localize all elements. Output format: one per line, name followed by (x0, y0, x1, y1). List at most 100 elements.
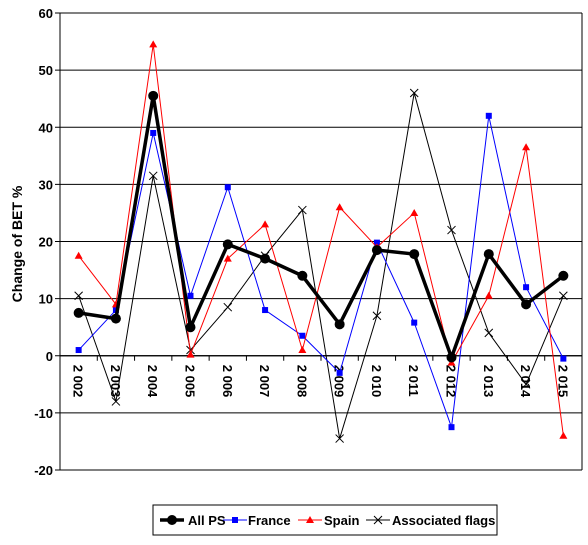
y-axis-label: Change of BET % (9, 185, 25, 302)
x-tick-label: 2 004 (145, 365, 160, 398)
data-point (111, 397, 121, 406)
x-tick-label: 2 015 (555, 365, 570, 398)
data-point (484, 291, 493, 299)
y-tick-label: 50 (39, 63, 53, 78)
data-point (223, 302, 233, 312)
y-tick-label: 10 (39, 292, 53, 307)
x-tick-label: 2 011 (406, 365, 421, 397)
x-tick-label: 2 014 (518, 365, 533, 398)
y-tick-label: 60 (39, 6, 53, 21)
data-point (560, 355, 567, 362)
data-point (335, 434, 344, 443)
x-tick-label: 2 013 (481, 365, 496, 398)
data-point (222, 239, 233, 250)
data-point (336, 369, 343, 376)
data-point (306, 516, 314, 523)
data-point (371, 245, 382, 256)
x-tick-label: 2 006 (220, 365, 235, 398)
data-point (484, 328, 494, 338)
data-point (260, 253, 271, 264)
data-point (447, 225, 456, 235)
x-tick-labels: 2 002 2 003 2 004 2 005 2 006 2 007 2 008 2 009… (71, 365, 571, 398)
legend-label: All PS (188, 513, 226, 528)
data-point (335, 203, 344, 211)
x-tick-label: 2 007 (257, 365, 272, 398)
gridlines (60, 12, 582, 471)
data-point (148, 90, 159, 101)
data-point (485, 112, 492, 119)
data-point (261, 220, 270, 228)
data-point (297, 270, 308, 281)
axes (55, 12, 583, 471)
data-point (372, 311, 382, 321)
data-point (299, 332, 306, 339)
legend-item: All PS (160, 513, 226, 528)
x-tick-label: 2 010 (369, 365, 384, 398)
data-point (521, 299, 532, 310)
data-point (167, 515, 177, 525)
data-point (262, 307, 269, 314)
x-tick-label: 2 003 (108, 365, 123, 398)
data-point (558, 270, 569, 281)
data-point (73, 307, 84, 318)
series-line (78, 92, 564, 440)
data-point (187, 292, 194, 299)
x-tick-label: 2 005 (183, 365, 198, 398)
legend-item: Spain (298, 513, 359, 528)
data-point (559, 431, 568, 439)
y-tick-label: 30 (39, 177, 53, 192)
data-point (410, 208, 419, 216)
legend-label: France (248, 513, 291, 528)
y-tick-label: 20 (39, 235, 53, 250)
series-all-ps (73, 90, 569, 363)
data-point (448, 424, 455, 431)
legend-item: France (223, 513, 291, 528)
y-tick-label: -10 (34, 406, 53, 421)
legend-label: Associated flags (392, 513, 495, 528)
data-point (334, 319, 345, 330)
data-point (298, 205, 307, 215)
series-line (78, 94, 565, 360)
data-point (521, 379, 531, 389)
legend-item: Associated flags (366, 513, 495, 528)
data-point (186, 350, 195, 358)
data-point (150, 129, 157, 136)
data-point (373, 515, 383, 525)
x-tick-label: 2 012 (444, 365, 459, 398)
x-tick-label: 2 008 (294, 365, 309, 398)
data-point (483, 249, 494, 260)
x-tick-label: 2 009 (332, 365, 347, 398)
data-point (232, 517, 238, 523)
series-line (78, 115, 564, 428)
data-point (298, 346, 307, 354)
x-tick-label: 2 002 (71, 365, 86, 398)
legend-box (152, 504, 498, 536)
legend: All PS France Spain Associated flags (152, 504, 498, 536)
y-tick-label: 40 (39, 120, 53, 135)
data-point (185, 322, 196, 333)
legend-label: Spain (324, 513, 359, 528)
data-point (523, 284, 530, 291)
data-point (110, 313, 121, 324)
series-line (78, 43, 564, 436)
data-point (411, 319, 418, 326)
y-tick-labels: -20 -10 0 10 20 30 40 50 60 (34, 6, 53, 478)
y-tick-label: 0 (46, 349, 53, 364)
data-point (409, 88, 419, 98)
data-point (446, 352, 457, 363)
data-point (224, 184, 231, 191)
series-group (73, 40, 569, 443)
data-point (148, 171, 158, 181)
data-point (522, 143, 531, 151)
data-point (373, 239, 380, 246)
data-point (149, 40, 158, 48)
data-point (409, 249, 420, 260)
data-point (75, 347, 82, 354)
data-point (74, 291, 83, 301)
data-point (74, 251, 83, 259)
data-point (223, 254, 232, 262)
data-point (559, 291, 568, 301)
y-tick-label: -20 (34, 463, 53, 478)
